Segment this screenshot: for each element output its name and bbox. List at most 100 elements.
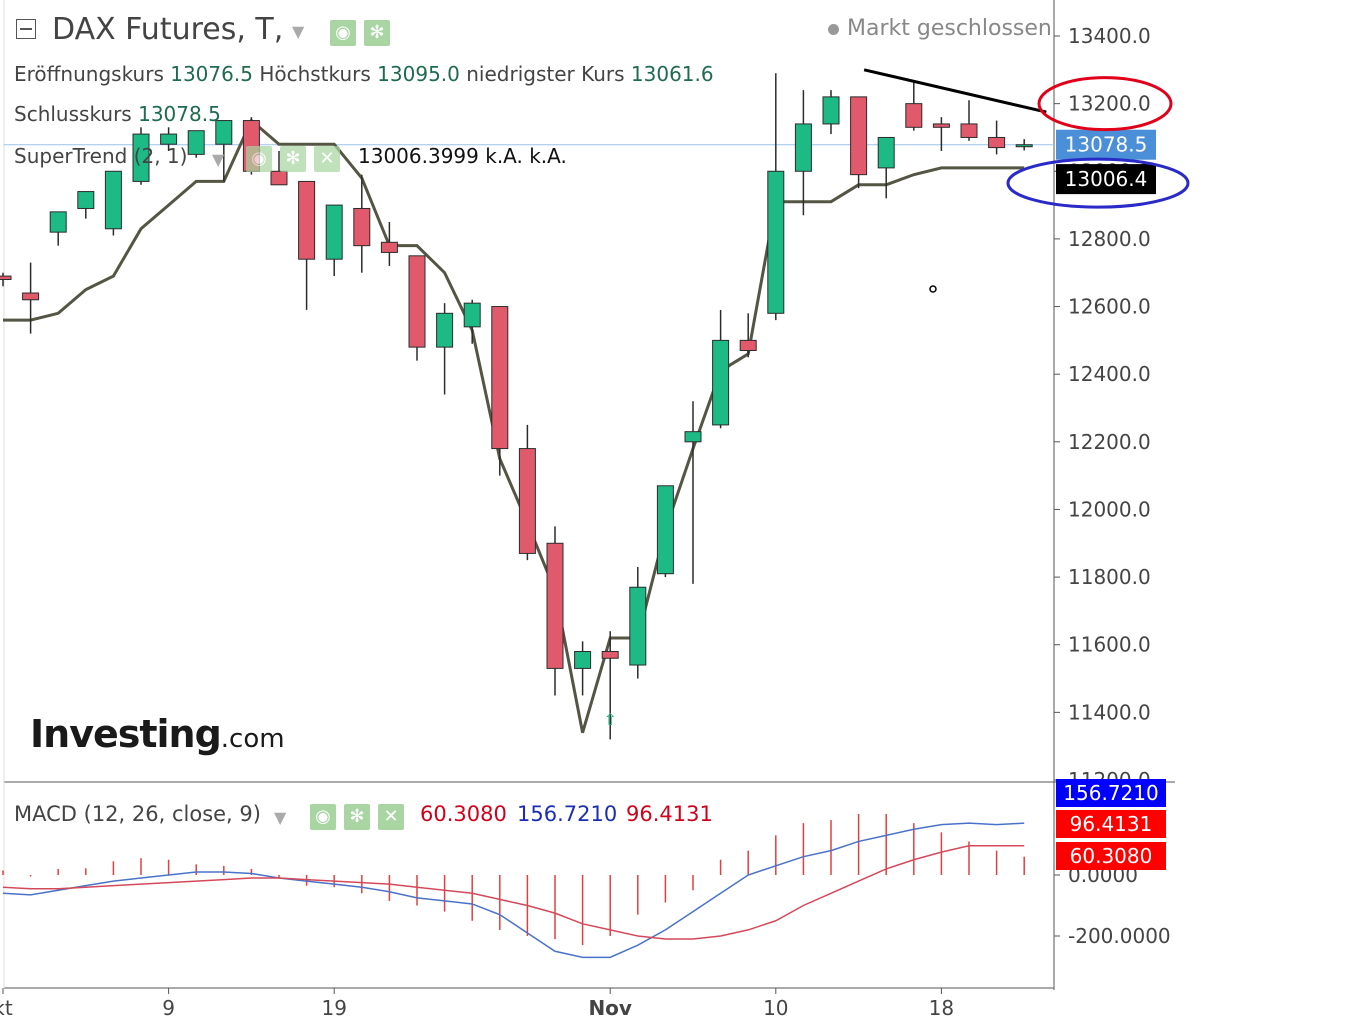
- macd-legend[interactable]: MACD (12, 26, close, 9): [14, 802, 261, 826]
- y-tick-label: 12200.0: [1068, 430, 1151, 454]
- y-tick-label: 13200.0: [1068, 92, 1151, 116]
- candle-body: [215, 120, 233, 145]
- macd-value-2: 156.7210: [517, 802, 618, 826]
- low-label: niedrigster Kurs: [466, 62, 625, 86]
- open-value: 13076.5: [170, 62, 253, 86]
- x-tick-label: 18: [929, 996, 954, 1020]
- candle-body: [684, 431, 702, 443]
- macd-value-1: 60.3080: [420, 802, 507, 826]
- sell-arrow-icon: ↓: [245, 124, 258, 143]
- y-tick-label: 11400.0: [1068, 700, 1151, 724]
- candle-body: [988, 136, 1006, 149]
- candle-body: [546, 542, 564, 669]
- candle-body: [325, 204, 343, 260]
- macd-line: [2, 822, 1025, 959]
- annotation-ellipse-blue: [1006, 157, 1190, 209]
- macd-value-tag: [1056, 779, 1166, 807]
- candle-body: [601, 650, 619, 659]
- eye-icon[interactable]: ◉: [310, 804, 336, 830]
- last-price-tag-text: 13078.5: [1065, 133, 1148, 157]
- chart-title: DAX Futures, T,: [52, 12, 284, 47]
- y-tick-label: 11800.0: [1068, 565, 1151, 589]
- macd-y-tick-label: -200.0000: [1068, 924, 1171, 948]
- y-tick-label: 12600.0: [1068, 295, 1151, 319]
- y-tick-label: 12400.0: [1068, 362, 1151, 386]
- candle-body: [518, 448, 536, 554]
- signal-line: [2, 844, 1025, 940]
- y-tick-label: 12800.0: [1068, 227, 1151, 251]
- candle-body: [739, 339, 757, 352]
- macd-value-tag-text: 156.7210: [1063, 781, 1158, 805]
- logo-suffix: .com: [220, 724, 285, 754]
- last-price-tag: [1056, 129, 1156, 160]
- candle-body: [656, 485, 674, 575]
- close-icon[interactable]: ✕: [378, 804, 404, 830]
- candle-body: [353, 207, 371, 247]
- candle-body: [49, 211, 67, 233]
- y-tick-label: 11600.0: [1068, 633, 1151, 657]
- candle-body: [77, 191, 95, 209]
- collapse-icon[interactable]: [16, 19, 36, 39]
- eye-icon[interactable]: ◉: [330, 20, 356, 46]
- high-value: 13095.0: [377, 62, 460, 86]
- close-value: 13078.5: [138, 102, 221, 126]
- candle-body: [491, 306, 509, 450]
- close-label: Schlusskurs: [14, 102, 132, 126]
- macd-value-3: 96.4131: [626, 802, 713, 826]
- supertrend-tag: [1056, 164, 1156, 195]
- supertrend-tag-text: 13006.4: [1065, 167, 1148, 191]
- supertrend-label: SuperTrend (2, 1): [14, 144, 188, 168]
- low-value: 13061.6: [630, 62, 714, 86]
- candle-body: [822, 96, 840, 125]
- status-dot-icon: [828, 23, 839, 35]
- x-tick-label: 10: [763, 996, 788, 1020]
- macd-value-tag-text: 60.3080: [1070, 844, 1153, 868]
- macd-value-tag-text: 96.4131: [1070, 812, 1153, 836]
- candle-body: [932, 123, 950, 128]
- candle-body: [877, 136, 895, 169]
- eye-icon[interactable]: ◉: [246, 146, 272, 172]
- close-icon[interactable]: ✕: [314, 146, 340, 172]
- supertrend-legend[interactable]: SuperTrend (2, 1): [14, 144, 187, 168]
- x-tick-label: 9: [162, 996, 175, 1020]
- candle-body: [380, 241, 398, 253]
- gear-icon[interactable]: ✻: [344, 804, 370, 830]
- candle-body: [187, 130, 205, 155]
- candle-body: [960, 123, 978, 138]
- candle-body: [905, 103, 923, 128]
- trendline: [863, 68, 1047, 114]
- chevron-down-icon[interactable]: ▼: [274, 808, 287, 827]
- chevron-down-icon[interactable]: ▼: [292, 22, 305, 41]
- y-tick-label: 12000.0: [1068, 497, 1151, 521]
- open-label: Eröffnungskurs: [14, 62, 164, 86]
- y-tick-label: 13400.0: [1068, 24, 1151, 48]
- candle-body: [104, 170, 122, 230]
- high-label: Höchstkurs: [259, 62, 371, 86]
- market-status-text: Markt geschlossen: [847, 16, 1052, 41]
- x-tick-label: 19: [321, 996, 346, 1020]
- candle-body: [794, 123, 812, 172]
- candle-body: [298, 180, 316, 260]
- supertrend-line: [3, 118, 1025, 734]
- cursor-dot: [929, 285, 937, 293]
- candle-body: [22, 292, 40, 301]
- macd-value-tag: [1056, 842, 1166, 870]
- annotation-ellipse-red: [1037, 76, 1173, 132]
- chevron-down-icon[interactable]: ▼: [212, 150, 225, 169]
- candle-body: [850, 96, 868, 176]
- buy-arrow-icon: ⇧: [603, 710, 616, 729]
- candle-body: [767, 170, 785, 314]
- candle-body: [132, 133, 150, 182]
- market-status: Markt geschlossen: [828, 16, 1052, 41]
- ohlc-row: Eröffnungskurs 13076.5 Höchstkurs 13095.…: [14, 62, 714, 86]
- gear-icon[interactable]: ✻: [364, 20, 390, 46]
- candle-body: [463, 302, 481, 328]
- investing-logo: Investing.com: [30, 712, 285, 756]
- candle-body: [712, 339, 730, 426]
- candle-body: [1015, 144, 1033, 148]
- candle-body: [0, 275, 12, 280]
- gear-icon[interactable]: ✻: [280, 146, 306, 172]
- candle-body: [270, 170, 288, 186]
- supertrend-value: 13006.3999 k.A. k.A.: [358, 144, 567, 168]
